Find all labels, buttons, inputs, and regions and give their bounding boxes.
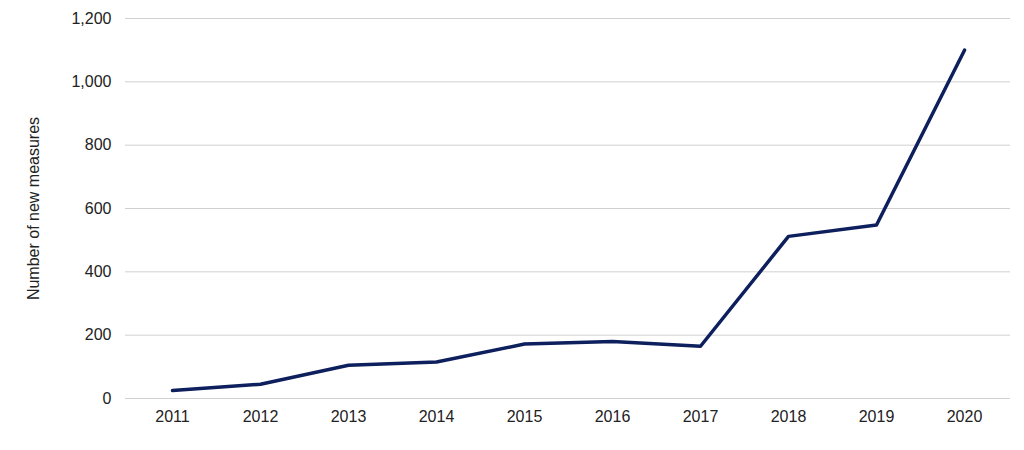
- svg-text:200: 200: [85, 326, 112, 343]
- svg-text:1,200: 1,200: [71, 10, 111, 27]
- svg-text:600: 600: [85, 200, 112, 217]
- svg-text:2012: 2012: [243, 408, 279, 425]
- svg-text:400: 400: [85, 263, 112, 280]
- svg-text:2014: 2014: [419, 408, 455, 425]
- svg-text:2016: 2016: [595, 408, 631, 425]
- svg-text:0: 0: [103, 390, 112, 407]
- svg-text:Number of new measures: Number of new measures: [25, 117, 42, 300]
- svg-text:800: 800: [85, 136, 112, 153]
- svg-text:2013: 2013: [331, 408, 367, 425]
- svg-text:2017: 2017: [683, 408, 719, 425]
- svg-text:2019: 2019: [859, 408, 895, 425]
- svg-text:1,000: 1,000: [71, 73, 111, 90]
- svg-text:2018: 2018: [771, 408, 807, 425]
- svg-text:2020: 2020: [947, 408, 983, 425]
- svg-text:2011: 2011: [155, 408, 190, 425]
- svg-text:2015: 2015: [507, 408, 543, 425]
